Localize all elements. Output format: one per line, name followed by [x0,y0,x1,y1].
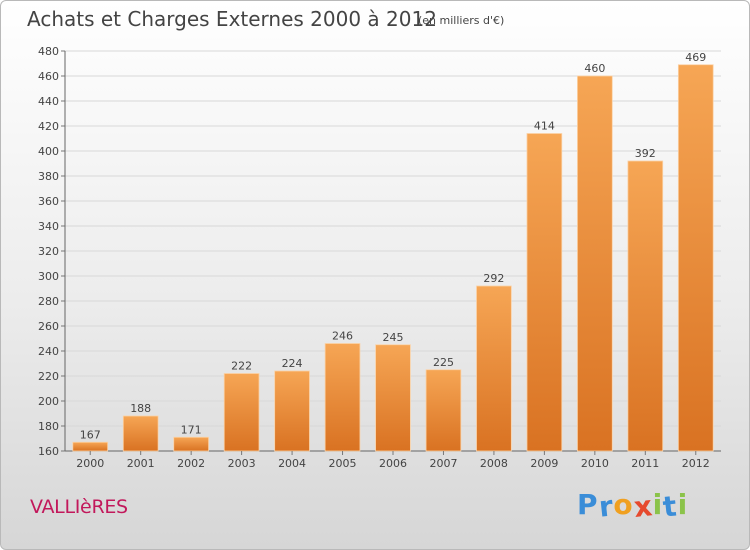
y-tick-label: 200 [38,395,59,408]
bar [223,373,260,452]
y-tick-label: 240 [38,345,59,358]
y-tick-label: 320 [38,245,59,258]
bar [274,370,310,452]
data-label: 171 [181,423,202,436]
x-tick-label: 2005 [329,457,357,470]
data-label: 292 [483,272,504,285]
bar [526,133,563,452]
bar [375,344,411,452]
logo-letter: i [652,488,664,521]
data-label: 167 [80,428,101,441]
x-tick-label: 2010 [581,457,609,470]
y-tick-label: 380 [38,170,59,183]
x-tick-label: 2006 [379,457,407,470]
bar [425,369,462,452]
y-tick-label: 360 [38,195,59,208]
data-label: 392 [635,147,656,160]
x-tick-label: 2009 [530,457,558,470]
y-tick-label: 280 [38,295,59,308]
bar [122,415,159,452]
y-tick-label: 340 [38,220,59,233]
y-tick-label: 420 [38,120,59,133]
logo-letter: P [577,488,599,521]
y-tick-label: 160 [38,445,59,458]
x-tick-label: 2003 [228,457,256,470]
x-tick-label: 2011 [631,457,659,470]
y-tick-label: 400 [38,145,59,158]
data-label: 469 [685,51,706,64]
logo-letter: x [631,489,655,524]
logo-letter: r [596,489,616,524]
data-label: 225 [433,356,454,369]
x-tick-label: 2008 [480,457,508,470]
data-label: 414 [534,120,555,133]
data-label: 245 [383,331,404,344]
bar [577,75,613,452]
logo-letter: o [613,488,634,521]
data-label: 222 [231,360,252,373]
y-tick-label: 460 [38,70,59,83]
bar [677,64,714,452]
chart-title: Achats et Charges Externes 2000 à 2012 [27,7,437,31]
data-label: 460 [584,62,605,75]
x-tick-labels: 2000 2001 2002 2003 2004 2005 2006 2007 2008 2009… [76,451,710,470]
y-tick-label: 260 [38,320,59,333]
y-tick-label: 440 [38,95,59,108]
place-name: VALLIèRES [30,496,128,518]
y-tick-label: 180 [38,420,59,433]
bar [627,160,664,452]
y-tick-label: 220 [38,370,59,383]
data-label: 246 [332,330,353,343]
x-tick-label: 2012 [682,457,710,470]
data-labels: 167 188 171 222 224 246 245 225 292 414 460 392 469 [80,51,707,442]
x-tick-label: 2000 [76,457,104,470]
data-label: 224 [282,357,303,370]
chart-subtitle: (en milliers d'€) [418,14,505,27]
bar [476,285,512,452]
y-tick-label: 480 [38,45,59,58]
logo-letter: i [677,488,689,521]
y-tick-labels: 160 180 200 220 240 260 280 300 320 340 360 380 400 4… [38,45,59,458]
bar [324,343,361,452]
proxiti-logo: Proxiti [577,488,689,524]
x-tick-label: 2007 [429,457,457,470]
x-tick-label: 2001 [127,457,155,470]
bars [72,64,714,452]
x-tick-label: 2002 [177,457,205,470]
bar [72,441,109,452]
data-label: 188 [130,402,151,415]
x-tick-label: 2004 [278,457,306,470]
y-tick-label: 300 [38,270,59,283]
bar [173,436,209,452]
